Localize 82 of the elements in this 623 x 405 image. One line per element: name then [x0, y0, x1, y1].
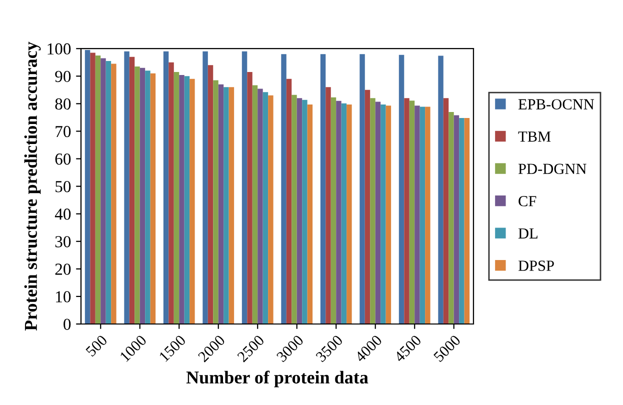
bar [281, 54, 286, 324]
y-tick-label: 80 [55, 98, 71, 110]
bar [84, 50, 90, 324]
legend-label: DPSP [518, 260, 554, 271]
bar [414, 106, 420, 324]
bar [443, 98, 449, 324]
y-tick-label: 100 [48, 43, 71, 55]
legend-label: TBM [518, 132, 551, 142]
bar [174, 72, 180, 324]
bar [247, 72, 252, 324]
y-axis-title: Protein structure prediction accuracy [24, 42, 41, 331]
bar [100, 58, 106, 324]
bar [286, 78, 292, 324]
bar [242, 51, 248, 324]
bar [320, 54, 326, 324]
bar [380, 104, 386, 324]
y-tick-label: 10 [56, 291, 71, 302]
x-tick-label: 4500 [394, 334, 422, 363]
bar [129, 56, 135, 324]
y-tick-label: 0 [64, 318, 71, 330]
bar [464, 118, 470, 324]
x-tick-label: 4000 [354, 334, 383, 363]
bar [326, 87, 331, 324]
bar [163, 51, 169, 324]
bar [190, 78, 195, 324]
bar [184, 76, 190, 324]
bar [208, 65, 214, 324]
bar [448, 112, 454, 324]
bar [302, 100, 308, 324]
bar [218, 84, 224, 324]
legend-label: EPB-OCNN [518, 99, 594, 110]
y-tick-label: 20 [55, 264, 71, 275]
legend-label: PD-DGNN [518, 164, 586, 174]
bar [228, 87, 234, 324]
bar [150, 73, 156, 324]
bar [124, 51, 130, 324]
bar [375, 102, 381, 324]
bar [346, 104, 352, 324]
bar [268, 95, 274, 324]
bar [438, 56, 444, 324]
bar [134, 66, 140, 324]
bar [202, 51, 208, 324]
bar [262, 92, 268, 324]
y-tick-label: 40 [54, 208, 71, 220]
bar [420, 106, 426, 324]
bar [370, 98, 376, 324]
bar [398, 54, 404, 324]
bar [224, 87, 229, 324]
bar [330, 97, 336, 324]
x-axis-title: Number of protein data [186, 370, 368, 388]
bar [336, 100, 342, 324]
y-tick-label: 60 [55, 153, 71, 165]
bar [168, 62, 174, 324]
x-tick-label: 500 [85, 334, 108, 357]
bar [296, 98, 302, 324]
bar [106, 60, 112, 324]
legend-label: CF [518, 196, 536, 206]
y-tick-label: 90 [55, 70, 71, 82]
bar [95, 55, 101, 324]
bar [364, 90, 370, 324]
bar [386, 106, 392, 324]
bar [252, 85, 258, 324]
bar [179, 75, 184, 324]
y-tick-label: 30 [55, 236, 71, 248]
bar [454, 115, 460, 324]
bar [258, 88, 263, 324]
bar [213, 80, 218, 324]
bar [307, 104, 313, 324]
bar [145, 70, 150, 324]
bar [459, 118, 464, 324]
bar [111, 64, 116, 324]
y-tick-label: 50 [56, 181, 71, 192]
bar [404, 98, 410, 324]
y-tick-label: 70 [56, 126, 71, 138]
bar [341, 103, 347, 324]
bar [360, 54, 365, 324]
bar [409, 100, 415, 324]
bar [425, 106, 430, 324]
bar [140, 68, 146, 324]
legend-label: DL [518, 228, 538, 238]
bar [292, 94, 297, 324]
bar [90, 52, 96, 324]
